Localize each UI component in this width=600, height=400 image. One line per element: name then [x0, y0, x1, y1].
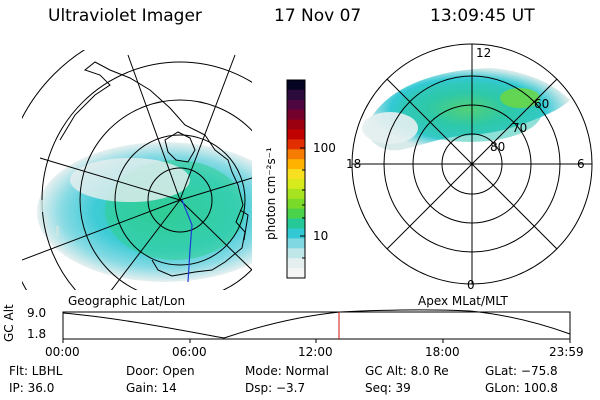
mode-info: Mode: Normal [245, 364, 329, 378]
ip-info: IP: 36.0 [9, 381, 55, 395]
colorbar-segment [287, 198, 305, 210]
date-label: 17 Nov 07 [274, 6, 362, 26]
glon-info: GLon: 100.8 [485, 381, 558, 395]
filter-info: Flt: LBHL [9, 364, 63, 378]
colorbar-segment [287, 109, 305, 121]
colorbar-segment [287, 218, 305, 229]
colorbar-segment [287, 149, 305, 160]
x-tick-1800: 18:00 [425, 345, 460, 359]
x-tick-0600: 06:00 [172, 345, 207, 359]
altitude-y-label: GC Alt [2, 304, 16, 342]
colorbar-segment [287, 179, 305, 190]
colorbar-segment [287, 258, 305, 269]
altitude-tick-9-0: 9.0 [27, 306, 47, 320]
door-info: Door: Open [126, 364, 195, 378]
gc-alt-info: GC Alt: 8.0 Re [365, 364, 449, 378]
mlt-label-6: 6 [577, 157, 585, 171]
meridians-left [22, 54, 252, 290]
colorbar-segment [287, 80, 305, 91]
colorbar-segment [287, 99, 305, 111]
mlt-label-18: 18 [346, 157, 362, 171]
x-tick-1200: 12:00 [298, 345, 333, 359]
dsp-info: Dsp: −3.7 [245, 381, 306, 395]
colorbar-segment [287, 228, 305, 239]
colorbar [287, 80, 305, 279]
colorbar-tick-10: 10 [313, 229, 329, 243]
x-tick-0000: 00:00 [45, 345, 80, 359]
colorbar-segment [287, 119, 305, 130]
time-label: 13:09:45 UT [430, 6, 535, 26]
colorbar-unit-label: photon cm⁻²s⁻¹ [264, 147, 278, 240]
colorbar-segment [287, 159, 305, 170]
colorbar-segment [287, 89, 305, 101]
gain-info: Gain: 14 [126, 381, 177, 395]
colorbar-segment [287, 208, 305, 220]
colorbar-segment [287, 248, 305, 259]
colorbar-segment [287, 268, 305, 279]
right-map-label: Apex MLat/MLT [418, 294, 508, 308]
coastline-left [59, 61, 249, 277]
altitude-curve [62, 309, 571, 339]
colorbar-segment [287, 238, 305, 249]
altitude-tick-1-8: 1.8 [27, 327, 47, 341]
mlt-label-0: 0 [467, 278, 475, 292]
colorbar-segment [287, 188, 305, 200]
colorbar-tick-100: 100 [313, 141, 336, 155]
colorbar-ticks [286, 79, 306, 279]
colorbar-segment [287, 129, 305, 140]
seq-info: Seq: 39 [365, 381, 411, 395]
colorbar-segment [287, 169, 305, 180]
glat-info: GLat: −75.8 [485, 364, 558, 378]
geographic-map [22, 50, 252, 290]
mlat-label-80: 80 [490, 140, 506, 154]
x-tick-2359: 23:59 [549, 345, 584, 359]
instrument-title: Ultraviolet Imager [48, 6, 202, 26]
mlat-label-60: 60 [534, 97, 550, 111]
terminator-line [181, 199, 193, 283]
colorbar-segment [287, 139, 305, 150]
apex-map [351, 43, 593, 285]
altitude-plot [62, 309, 571, 343]
left-map-label: Geographic Lat/Lon [68, 294, 186, 308]
mlt-label-12: 12 [476, 46, 492, 60]
mlat-label-70: 70 [512, 121, 528, 135]
